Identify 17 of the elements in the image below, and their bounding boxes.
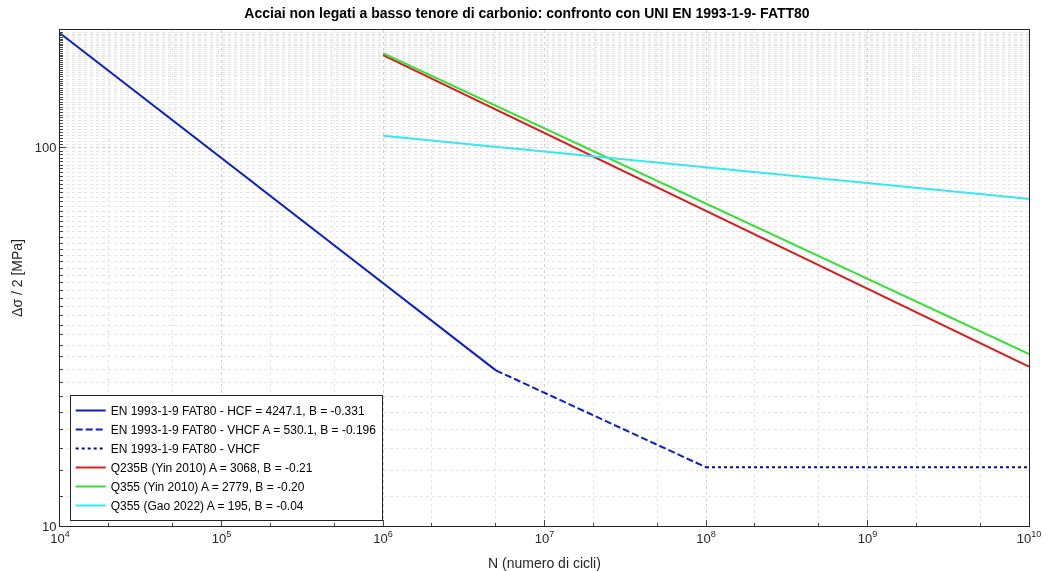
legend-label: EN 1993-1-9 FAT80 - VHCF A = 530.1, B = -0.196 — [110, 423, 377, 438]
x-tick-label: 10$^{7}$ — [534, 529, 555, 546]
x-tick-label: 10$^{9}$ — [857, 529, 878, 546]
x-tick-label: 10$^{8}$ — [696, 529, 716, 546]
x-axis-title: N (numero di cicli) — [488, 555, 601, 571]
legend-label: EN 1993-1-9 FAT80 - VHCF — [110, 442, 260, 457]
x-tick-label: 10$^{6}$ — [373, 529, 393, 546]
y-tick-label: 10 — [41, 518, 57, 534]
y-axis-title: Δσ / 2 [MPa] — [9, 239, 25, 317]
x-tick-label: 10$^{10}$ — [1016, 529, 1042, 546]
y-tick-label: 100 — [34, 140, 57, 156]
legend-label: Q355 (Gao 2022) A = 195, B = -0.04 — [110, 499, 304, 514]
chart-title: Acciai non legati a basso tenore di carbonio: confronto con UNI EN 1993-1-9- FATT80 — [244, 5, 810, 22]
legend-label: Q235B (Yin 2010) A = 3068, B = -0.21 — [110, 461, 313, 476]
x-tick-label: 10$^{5}$ — [211, 529, 232, 546]
legend-label: EN 1993-1-9 FAT80 - HCF = 4247.1, B = -0.331 — [110, 404, 365, 419]
legend-label: Q355 (Yin 2010) A = 2779, B = -0.20 — [110, 480, 305, 495]
